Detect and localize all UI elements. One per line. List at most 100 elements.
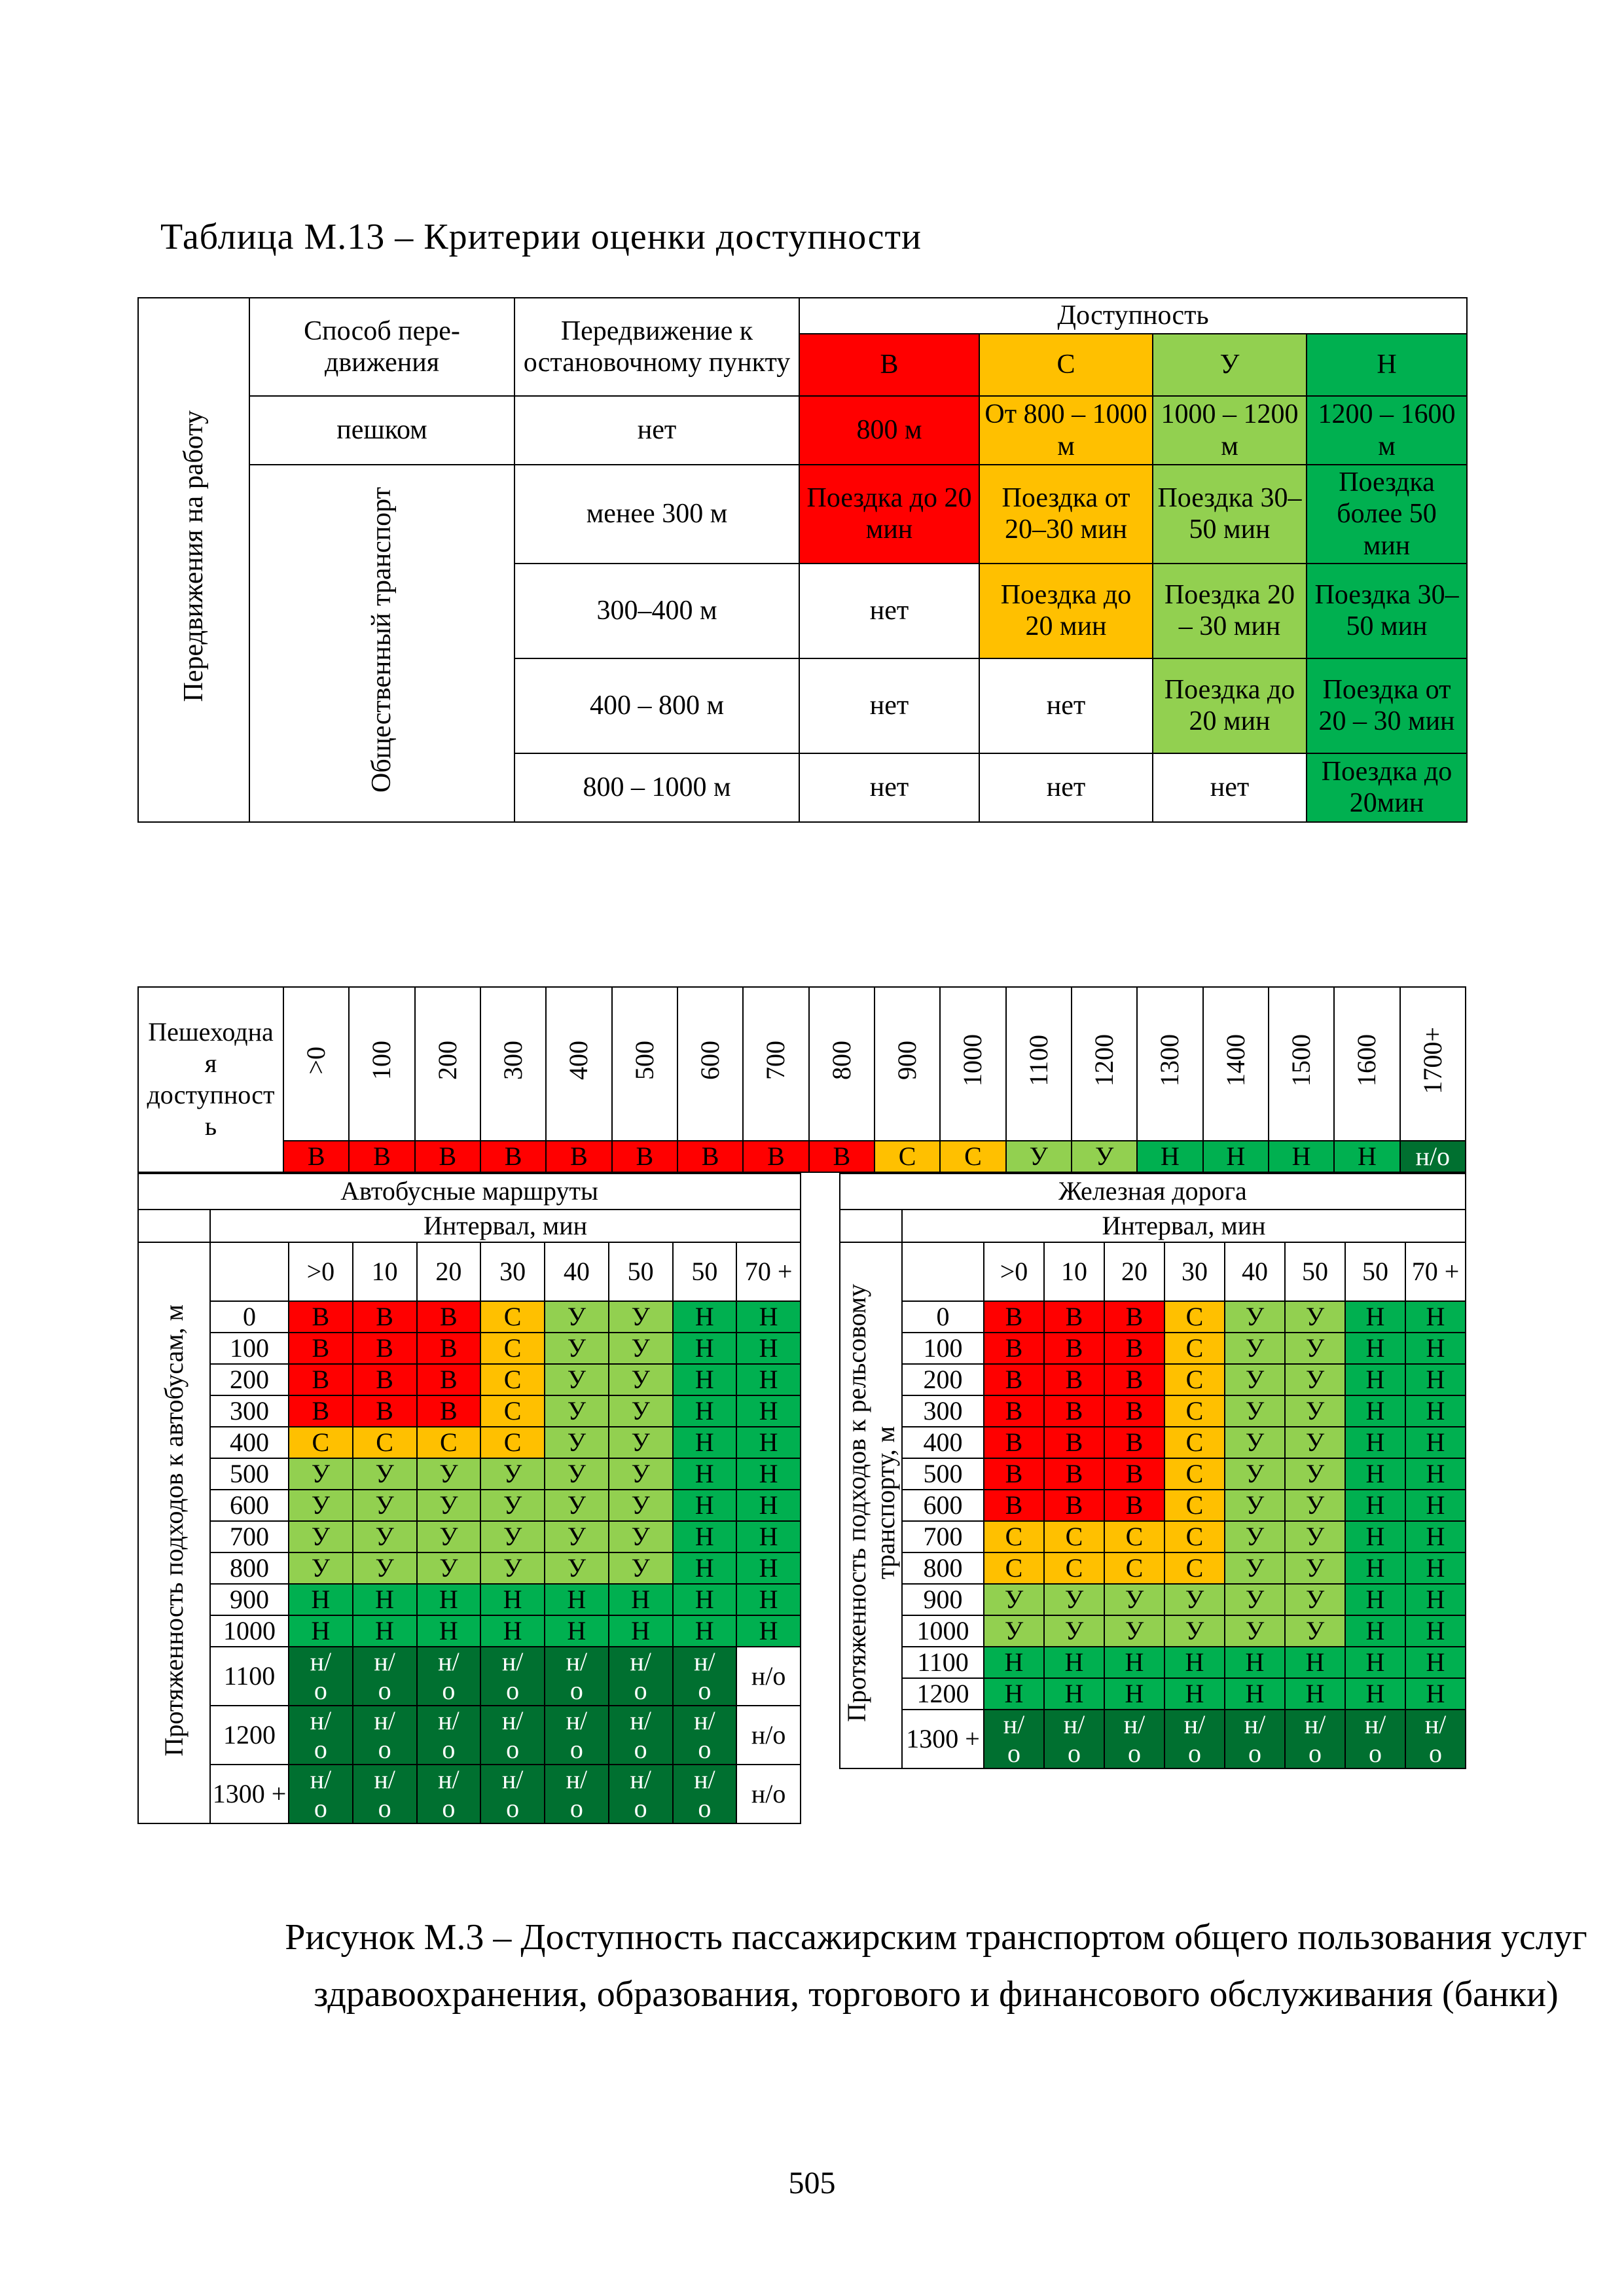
grade-cell: У — [1043, 1614, 1105, 1647]
grade-cell: Н — [607, 1583, 674, 1616]
distance-label: 200 — [901, 1363, 984, 1396]
grade-cell: н/о — [1224, 1708, 1286, 1769]
strip-grade-cell: С — [873, 1139, 941, 1173]
bus-row: 800 У У У У У У Н Н — [138, 1551, 801, 1585]
grade-cell: Н — [1344, 1645, 1406, 1679]
grade-cell: В — [352, 1331, 418, 1365]
m13-transport-label-cell: Общественный транспорт — [249, 464, 515, 823]
grade-cell: Н — [983, 1677, 1045, 1710]
strip-grade-cell: н/о — [1399, 1139, 1467, 1173]
rail-row: 1100 Н Н Н Н Н Н Н Н — [840, 1645, 1466, 1679]
strip-distance-header: 1300 — [1136, 986, 1204, 1141]
grade-cell: У — [416, 1488, 482, 1522]
strip-grade-cell: В — [611, 1139, 678, 1173]
grade-cell: С — [1164, 1551, 1225, 1585]
grade-cell: Н — [672, 1583, 738, 1616]
bus-row: 200 В В В С У У Н Н — [138, 1363, 801, 1396]
grade-cell: н/о — [352, 1704, 418, 1765]
grade-cell: У — [1284, 1583, 1346, 1616]
distance-label: 900 — [209, 1583, 289, 1616]
strip-distance-label: 700 — [761, 1041, 791, 1081]
grade-cell: Н — [983, 1645, 1045, 1679]
grade-cell: Н — [1344, 1551, 1406, 1585]
distance-label: 1300 + — [209, 1763, 289, 1824]
distance-label: 0 — [209, 1300, 289, 1333]
rail-row: 1200 Н Н Н Н Н Н Н Н — [840, 1677, 1466, 1710]
grade-cell: Н — [1043, 1677, 1105, 1710]
m13-header-row-1: Передвижения на работу Способ пере-движе… — [137, 297, 1468, 823]
grade-cell: Н — [1224, 1645, 1286, 1679]
grade-cell: н/о — [607, 1704, 674, 1765]
bus-title-row: Автобусные маршруты — [137, 1172, 801, 1210]
grade-cell: У — [983, 1583, 1045, 1616]
m13-row-transit-2: 300–400 м нет Поездка до 20 мин Поездка … — [138, 562, 1468, 659]
rail-col-header: 50 — [1284, 1241, 1346, 1302]
strip-distance-label: 1700+ — [1417, 1027, 1447, 1094]
table-m13: Передвижения на работу Способ пере-движе… — [137, 297, 1468, 823]
grade-cell: У — [1224, 1300, 1286, 1333]
grade-cell: н/о — [544, 1704, 609, 1765]
grade-cell: У — [544, 1457, 609, 1490]
distance-label: 400 — [901, 1426, 984, 1459]
grade-cell: У — [1284, 1488, 1346, 1522]
grade-cell: Н — [1164, 1677, 1225, 1710]
bus-row: 100 В В В С У У Н Н — [138, 1331, 801, 1365]
rail-interval-header: Интервал, мин — [901, 1208, 1466, 1243]
m13-value-cell: Поездка 20 – 30 мин — [1152, 562, 1307, 659]
grade-cell: Н — [736, 1583, 801, 1616]
grade-cell: Н — [672, 1300, 738, 1333]
grade-cell: С — [983, 1520, 1045, 1553]
grade-cell: С — [1104, 1551, 1165, 1585]
grade-cell: У — [416, 1551, 482, 1585]
strip-distance-label: 500 — [629, 1041, 659, 1081]
grade-cell: н/о — [544, 1645, 609, 1706]
m13-to-stop-cell: 300–400 м — [514, 562, 800, 659]
strip-distance-header: 700 — [742, 986, 810, 1141]
distance-label: 900 — [901, 1583, 984, 1616]
grade-cell: У — [480, 1551, 545, 1585]
grade-cell: В — [983, 1331, 1045, 1365]
grade-cell: В — [1104, 1426, 1165, 1459]
rail-row: 600 В В В С У У Н Н — [840, 1488, 1466, 1522]
distance-label: 100 — [901, 1331, 984, 1365]
grade-cell: Н — [736, 1331, 801, 1365]
grade-cell: Н — [1344, 1488, 1406, 1522]
strip-distance-label: 1300 — [1155, 1034, 1185, 1087]
bus-row: 900 Н Н Н Н Н Н Н Н — [138, 1583, 801, 1616]
rail-side-label-cell: Протяженность подходов к рельсовому тран… — [839, 1241, 903, 1769]
strip-distance-header: 800 — [808, 986, 875, 1141]
strip-distance-header: 1100 — [1005, 986, 1072, 1141]
m13-to-stop-cell: 800 – 1000 м — [514, 752, 800, 823]
grade-cell: С — [1164, 1488, 1225, 1522]
grade-cell: В — [416, 1300, 482, 1333]
grade-cell: С — [480, 1300, 545, 1333]
grade-cell: С — [1043, 1520, 1105, 1553]
grade-cell: н/о — [736, 1763, 801, 1824]
m13-value-cell: Поездка более 50 мин — [1305, 464, 1468, 564]
grade-cell: Н — [672, 1520, 738, 1553]
grade-cell: н/о — [736, 1704, 801, 1765]
grade-cell: Н — [1405, 1551, 1466, 1585]
grade-cell: Н — [607, 1614, 674, 1647]
grade-cell: н/о — [1104, 1708, 1165, 1769]
strip-distance-label: 1100 — [1023, 1035, 1053, 1086]
grade-cell: У — [607, 1426, 674, 1459]
rail-row: 500 В В В С У У Н Н — [840, 1457, 1466, 1490]
grade-cell: В — [1043, 1363, 1105, 1396]
grade-cell: н/о — [288, 1763, 353, 1824]
grade-cell: В — [983, 1394, 1045, 1427]
grade-cell: У — [416, 1457, 482, 1490]
grade-cell: С — [1164, 1457, 1225, 1490]
page-number: 505 — [788, 2166, 836, 2200]
grade-cell: н/о — [1164, 1708, 1225, 1769]
rail-colhead-row: Протяженность подходов к рельсовому тран… — [839, 1241, 1466, 1769]
grade-cell: У — [607, 1331, 674, 1365]
m13-side-label-cell: Передвижения на работу — [137, 297, 250, 823]
grade-cell: Н — [736, 1520, 801, 1553]
bus-row: 300 В В В С У У Н Н — [138, 1394, 801, 1427]
bus-table: Автобусные маршруты Интервал, мин Протяж… — [137, 1172, 801, 1824]
m13-side-label: Передвижения на работу — [178, 410, 209, 702]
grade-cell: В — [1043, 1300, 1105, 1333]
rail-row: 300 В В В С У У Н Н — [840, 1394, 1466, 1427]
rail-col-header: 10 — [1043, 1241, 1105, 1302]
